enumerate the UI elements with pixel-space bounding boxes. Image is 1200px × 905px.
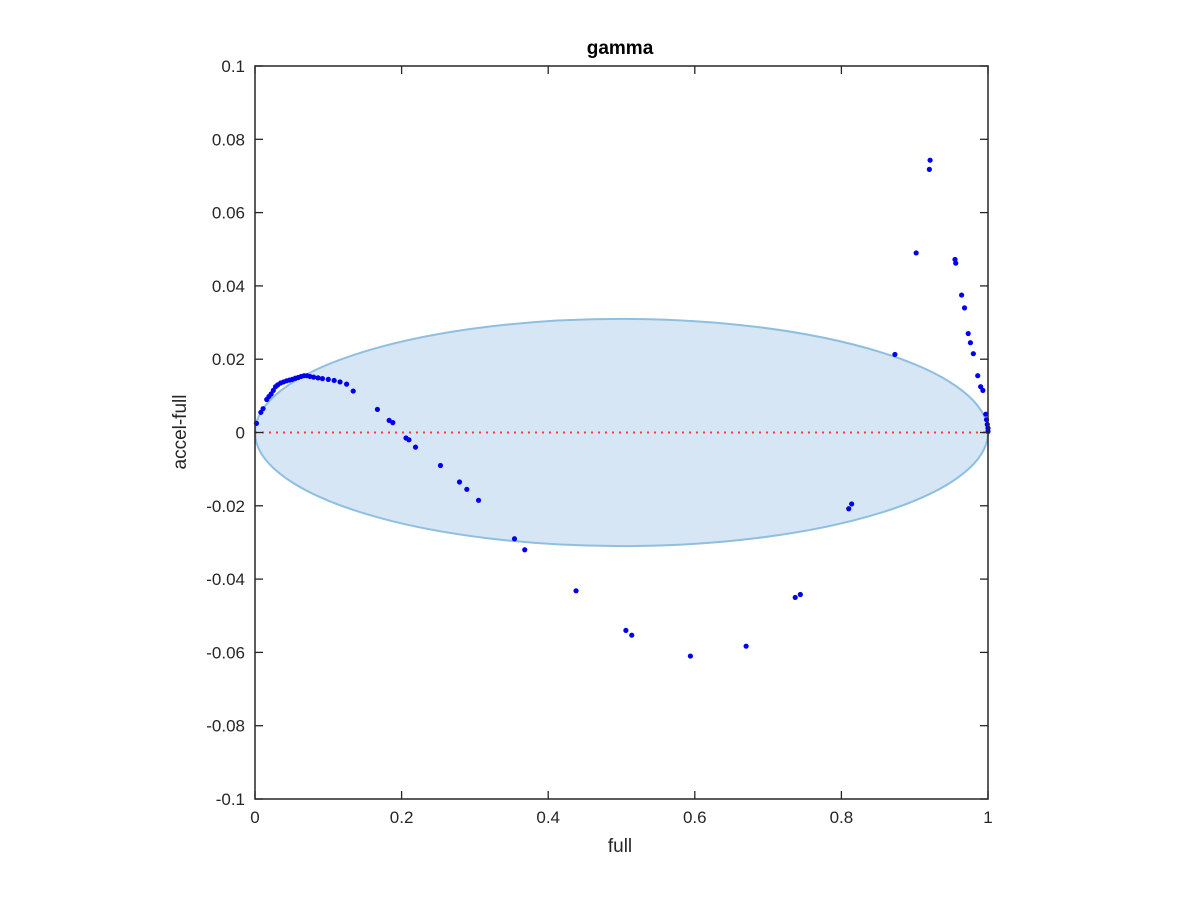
y-tick-label: -0.1 (216, 790, 245, 809)
data-point (967, 340, 974, 346)
y-tick-label: -0.04 (206, 570, 245, 589)
data-point (475, 497, 482, 503)
y-tick-label: 0.08 (212, 130, 245, 149)
data-point (406, 437, 412, 443)
data-point (325, 376, 331, 382)
y-tick-label: 0.06 (212, 204, 245, 223)
x-tick-label: 0.6 (683, 808, 707, 827)
data-point (522, 547, 528, 553)
y-tick-label: -0.08 (206, 717, 245, 736)
data-point (792, 594, 798, 601)
data-point (623, 627, 629, 634)
x-tick-label: 0.2 (390, 808, 414, 827)
data-point (797, 591, 803, 598)
data-point (350, 388, 356, 394)
data-point (331, 377, 337, 384)
data-point (970, 351, 976, 357)
data-point (961, 305, 968, 311)
data-point (511, 536, 518, 542)
data-point (311, 374, 317, 380)
data-point (846, 506, 852, 512)
x-tick-label: 0.8 (830, 808, 854, 827)
y-tick-label: 0 (236, 424, 245, 443)
y-tick-label: 0.04 (212, 277, 245, 296)
data-point (953, 260, 959, 266)
x-tick-label: 1 (983, 808, 992, 827)
data-point (980, 387, 986, 393)
data-point (913, 250, 919, 256)
data-point (337, 379, 343, 385)
data-point (260, 406, 266, 412)
data-point (687, 653, 694, 659)
y-tick-label: 0.02 (212, 350, 245, 369)
y-tick-label: 0.1 (221, 57, 245, 76)
data-point (390, 420, 396, 426)
data-point (849, 501, 855, 507)
data-point (975, 373, 981, 379)
data-point (315, 375, 321, 381)
data-point (926, 166, 932, 172)
y-axis-label: accel-full (170, 395, 191, 470)
y-tick-label: -0.02 (206, 497, 245, 516)
x-axis-label: full (608, 836, 632, 857)
plot-area (253, 66, 991, 799)
axes: 0 0.2 0.4 0.6 0.8 1 -0.1 -0.08 -0.06 -0.04 -0.02 0 0… (206, 57, 992, 827)
data-point (629, 632, 635, 638)
x-tick-label: 0.4 (536, 808, 560, 827)
data-point (344, 381, 350, 387)
chart-title: gamma (587, 38, 654, 59)
x-tick-label: 0 (250, 808, 259, 827)
data-point (983, 411, 989, 417)
data-point (464, 486, 470, 492)
data-point (437, 462, 444, 469)
data-point (927, 157, 933, 163)
data-point (412, 444, 419, 450)
y-tick-label: -0.06 (206, 643, 245, 662)
data-point (374, 406, 381, 413)
data-point (573, 588, 579, 594)
data-point (959, 292, 965, 298)
data-point (456, 479, 463, 485)
data-point (892, 351, 898, 358)
data-point (743, 643, 749, 649)
data-point (319, 376, 326, 382)
data-point (965, 330, 971, 337)
